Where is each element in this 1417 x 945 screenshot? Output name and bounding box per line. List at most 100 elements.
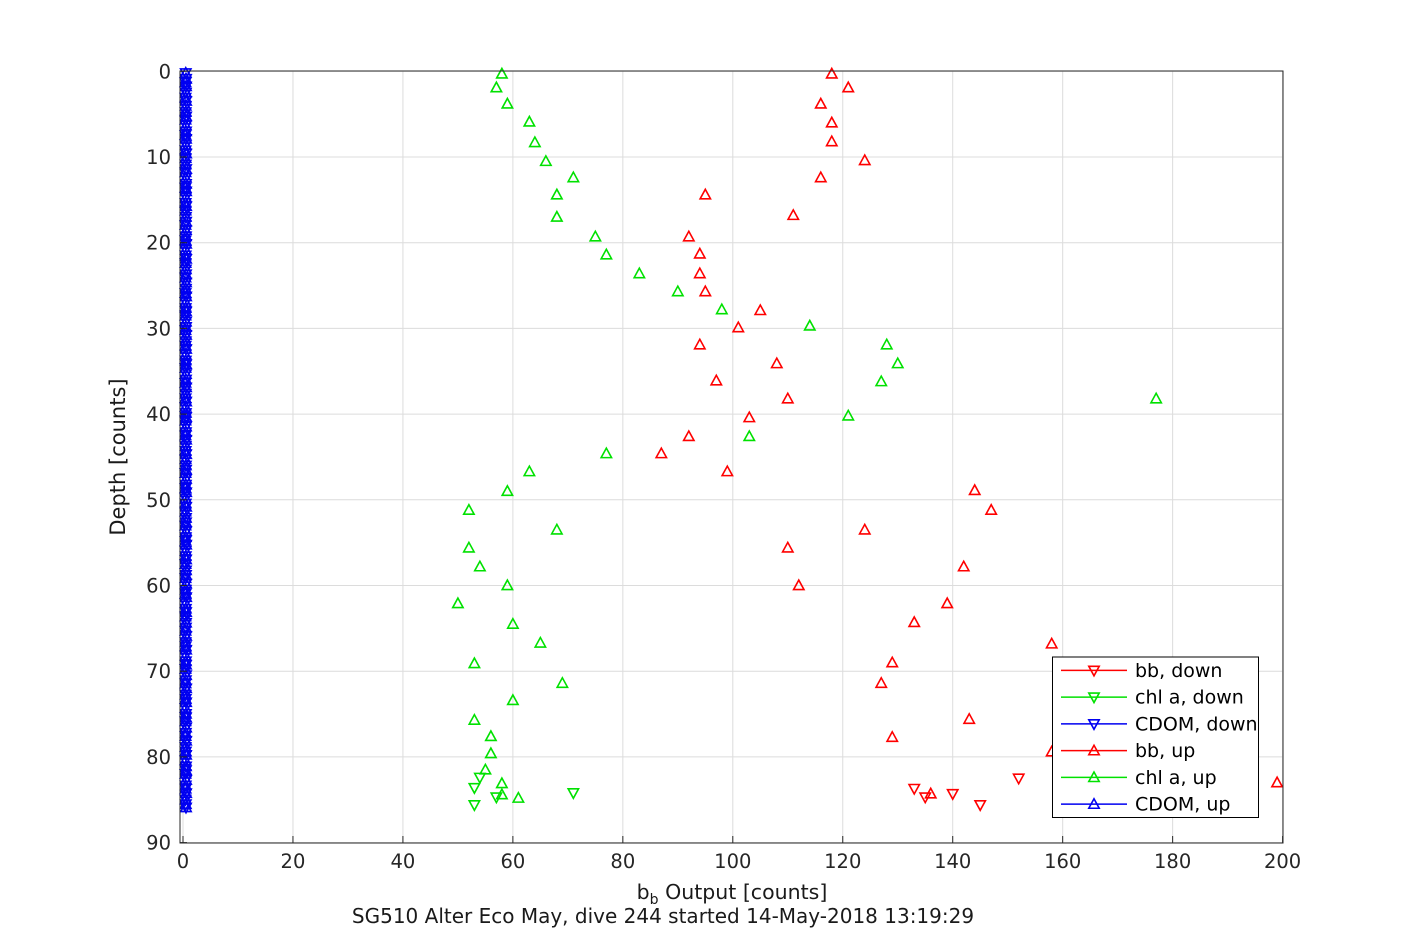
triangle-up-marker	[770, 356, 784, 369]
triangle-up-marker	[671, 284, 685, 297]
triangle-down-marker	[467, 799, 481, 812]
triangle-up-marker	[179, 537, 193, 550]
triangle-up-marker	[179, 552, 193, 565]
triangle-up-marker	[178, 323, 192, 336]
triangle-down-marker	[566, 787, 580, 800]
triangle-up-marker	[528, 135, 542, 148]
triangle-up-marker	[484, 729, 498, 742]
triangle-up-marker	[178, 217, 192, 230]
triangle-up-marker	[698, 284, 712, 297]
triangle-up-marker	[825, 115, 839, 128]
triangle-up-marker	[880, 337, 894, 350]
triangle-up-marker	[178, 623, 193, 636]
triangle-up-marker	[753, 303, 767, 316]
figure-title: SG510 Alter Eco May, dive 244 started 14…	[351, 904, 975, 928]
triangle-up-marker	[984, 503, 998, 515]
triangle-up-marker	[599, 446, 613, 459]
triangle-down-marker	[473, 772, 487, 785]
y-tick-label: 80	[146, 746, 171, 769]
triangle-up-marker	[179, 176, 193, 189]
legend-label: CDOM, up	[1135, 794, 1230, 816]
triangle-up-marker	[178, 504, 193, 517]
x-tick-label: 80	[610, 850, 635, 873]
y-tick-label: 30	[146, 317, 171, 340]
triangle-up-marker	[841, 80, 855, 93]
triangle-up-marker	[632, 266, 646, 279]
triangle-up-marker	[178, 375, 192, 388]
triangle-up-marker	[179, 71, 193, 84]
triangle-up-marker	[682, 229, 696, 242]
tick-labels: 0 20 40 60 80 100 120 140 160 180 200 0 10 20 30 40 50 60…	[146, 60, 1301, 873]
legend-entry-cdom-up: CDOM, up	[1061, 794, 1230, 816]
triangle-up-marker	[825, 134, 839, 147]
legend-label: bb, down	[1135, 660, 1222, 682]
triangle-up-marker	[511, 790, 525, 803]
y-tick-label: 40	[146, 403, 171, 426]
triangle-up-marker	[179, 131, 193, 144]
triangle-up-marker	[500, 578, 514, 591]
triangle-up-marker	[484, 746, 498, 759]
legend-label: chl a, up	[1135, 767, 1217, 789]
triangle-up-marker	[179, 341, 193, 354]
legend-background	[1052, 656, 1259, 818]
triangle-up-marker	[178, 452, 193, 465]
x-tick-label: 200	[1264, 850, 1301, 873]
triangle-up-marker	[178, 308, 193, 321]
legend-entry-chl-a-up: chl a, up	[1061, 767, 1217, 789]
triangle-up-marker	[495, 66, 509, 79]
triangle-up-marker	[698, 187, 712, 200]
triangle-up-marker	[720, 464, 734, 477]
triangle-up-marker	[731, 320, 745, 333]
triangle-up-marker	[858, 153, 872, 166]
triangle-up-marker	[550, 187, 564, 200]
triangle-up-marker	[462, 503, 476, 515]
triangle-up-marker	[1270, 775, 1284, 788]
x-axis-label: bb Output [counts]	[637, 880, 828, 908]
series-chl-a-up	[451, 66, 1163, 803]
triangle-up-marker	[874, 374, 888, 387]
triangle-up-marker	[506, 693, 520, 706]
legend-marker-sample	[1087, 665, 1101, 678]
triangle-up-marker	[178, 360, 192, 373]
x-tick-label: 100	[714, 850, 751, 873]
x-tick-label: 140	[934, 850, 971, 873]
triangle-down-marker	[489, 792, 503, 805]
triangle-up-marker	[566, 170, 580, 183]
x-tick-label: 40	[391, 850, 416, 873]
x-axis-label-base: b	[636, 880, 650, 904]
y-tick-label: 70	[146, 660, 171, 683]
legend-entry-cdom-down: CDOM, down	[1061, 713, 1258, 735]
triangle-up-marker	[885, 655, 899, 668]
triangle-up-marker	[522, 464, 536, 477]
triangle-down-marker	[1012, 773, 1026, 786]
triangle-up-marker	[178, 518, 192, 531]
triangle-up-marker	[742, 410, 756, 423]
x-tick-label: 0	[177, 850, 189, 873]
triangle-up-marker	[825, 66, 839, 79]
y-tick-label: 90	[146, 832, 171, 855]
legend-marker-sample	[1087, 743, 1101, 756]
triangle-up-marker	[179, 642, 193, 655]
triangle-up-marker	[178, 661, 192, 674]
triangle-up-marker	[858, 522, 872, 535]
triangle-up-marker	[786, 208, 800, 221]
triangle-up-marker	[179, 786, 193, 799]
triangle-up-marker	[841, 408, 855, 421]
triangle-up-marker	[533, 635, 547, 648]
triangle-up-marker	[179, 146, 193, 159]
triangle-up-marker	[178, 203, 193, 216]
triangle-up-marker	[179, 236, 193, 249]
triangle-up-marker	[178, 609, 192, 622]
x-tick-label: 20	[281, 850, 306, 873]
legend-marker-sample	[1087, 770, 1101, 783]
y-tick-label: 60	[146, 575, 171, 598]
triangle-down-marker	[946, 788, 960, 801]
triangle-up-marker	[907, 615, 921, 628]
triangle-up-marker	[539, 154, 553, 167]
triangle-down-marker	[973, 799, 987, 812]
triangle-up-marker	[693, 246, 707, 259]
triangle-up-marker	[179, 695, 193, 708]
legend-label: chl a, down	[1135, 687, 1244, 709]
